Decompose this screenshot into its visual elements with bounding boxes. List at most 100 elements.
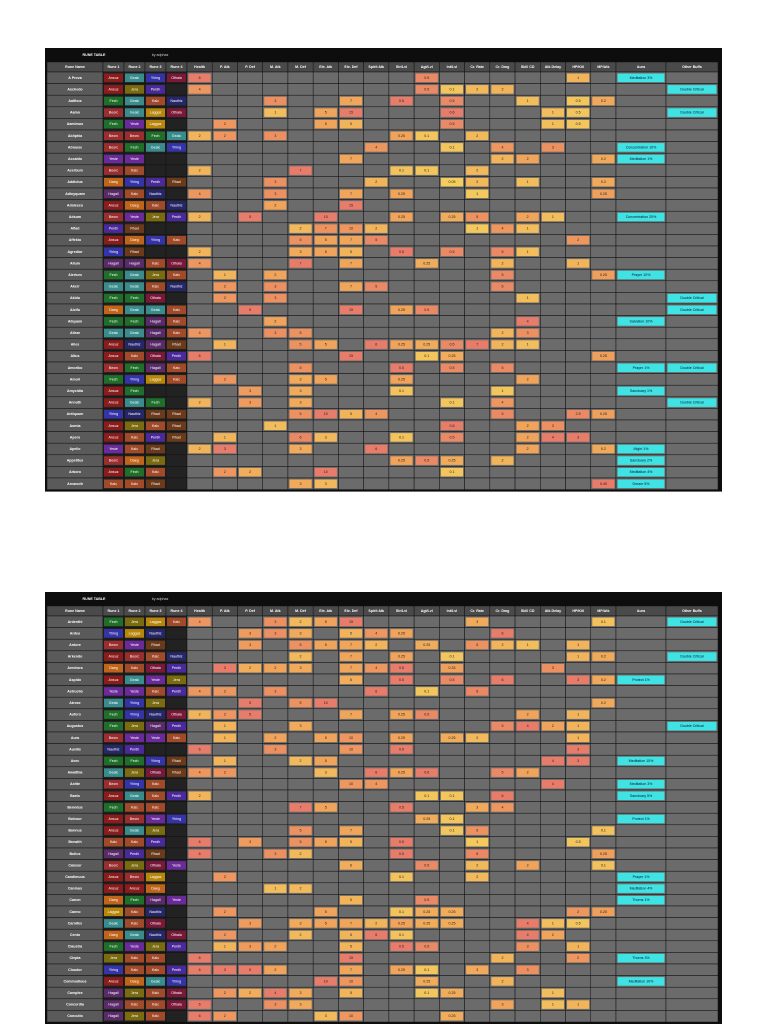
cell (489, 743, 516, 756)
rune-name: Aschedo (67, 87, 83, 91)
stat-cell (390, 629, 413, 638)
cell (590, 754, 617, 768)
rune: Rhad (151, 447, 160, 451)
stat-value: 6 (199, 354, 201, 358)
rune: Laggaz (150, 620, 162, 624)
rune-chip (146, 119, 165, 129)
rune: Ansuz (109, 354, 119, 358)
cell (590, 222, 617, 235)
rune-chip (125, 733, 144, 743)
stat-value: 6 (199, 968, 201, 972)
rune: Fech (131, 145, 139, 149)
stat-value: 0.25 (448, 1014, 455, 1018)
stat-cell (314, 467, 337, 477)
cell (186, 454, 213, 467)
rune: Perdh (130, 852, 140, 856)
stat-cell (238, 988, 262, 998)
stat-cell (415, 456, 438, 465)
cell (565, 801, 592, 814)
rune-chip (104, 675, 123, 685)
rune-chip (167, 409, 186, 419)
stat-cell (390, 872, 413, 882)
cell (665, 280, 719, 293)
cell (287, 118, 314, 131)
stat-cell (440, 351, 464, 361)
rune-chip (167, 663, 186, 673)
rune: Hagall (150, 319, 160, 323)
stat-value: 2 (501, 87, 503, 91)
cell (514, 789, 541, 802)
cell (590, 870, 617, 884)
cell (388, 466, 415, 479)
cell (565, 187, 592, 200)
stat-cell (264, 965, 287, 975)
cell (590, 801, 617, 814)
cell (464, 1010, 491, 1023)
cell (165, 118, 188, 131)
cell (262, 83, 289, 96)
rune: Ansuz (109, 678, 119, 682)
rune-chip (125, 779, 144, 789)
stat-cell (213, 965, 236, 975)
stat-value: 2 (476, 180, 478, 184)
stat-value: 3 (527, 968, 529, 972)
cell (237, 650, 263, 663)
other-buff: Double Critical (680, 308, 704, 312)
rune: Kalc (152, 794, 159, 798)
stat-value: 7 (350, 655, 352, 659)
stat-value: 0.1 (449, 794, 454, 798)
rune: Daeg (109, 308, 118, 312)
cell (413, 778, 440, 791)
stat-value: 0.5 (424, 863, 429, 867)
stat-cell (289, 849, 312, 859)
header-label: Str/Lvl (396, 609, 407, 613)
cell (540, 129, 566, 142)
cell (514, 754, 541, 768)
cell (615, 801, 667, 814)
cell (590, 315, 617, 328)
cell (338, 905, 364, 918)
cell (665, 245, 719, 258)
stat-cell (415, 259, 438, 268)
stat-value: 5 (501, 273, 503, 277)
stat-cell (592, 189, 615, 199)
cell (464, 905, 491, 918)
cell (388, 315, 415, 328)
rune-name: Axitte (70, 782, 80, 786)
rune-chip (104, 884, 123, 893)
stat-cell (516, 224, 539, 233)
header-label: Cr. Dmg (496, 609, 510, 613)
stat-value: 2 (224, 122, 226, 126)
rune: Kalc (173, 377, 180, 381)
cell (665, 129, 719, 142)
stat-value: 0.6 (449, 424, 454, 428)
header-label: Cr. Rate (470, 609, 484, 613)
aura-cell (617, 884, 665, 893)
cell (388, 396, 415, 409)
rune-chip (104, 768, 123, 777)
rune-chip (125, 884, 144, 893)
rune-chip (104, 837, 123, 847)
stat-cell (491, 398, 514, 407)
stat-value: 0.25 (448, 459, 455, 463)
rune-chip (146, 698, 165, 708)
cell (237, 894, 263, 907)
cell (287, 141, 314, 154)
stat-cell (567, 733, 590, 743)
cell (186, 152, 213, 166)
stat-value: 5 (350, 412, 352, 416)
cell (590, 454, 617, 467)
rune-chip (104, 212, 123, 222)
rune: Daeg (130, 459, 139, 463)
stat-cell (592, 479, 615, 489)
stat-value: 2 (501, 643, 503, 647)
rune: Othala (171, 933, 182, 937)
stat-cell (440, 421, 464, 431)
rune-chip (104, 803, 123, 812)
stat-value: 7 (350, 921, 352, 925)
stat-value: 3 (274, 180, 276, 184)
rune-chip (104, 270, 123, 280)
rune: Othala (171, 991, 182, 995)
cell (615, 859, 667, 872)
stat-value: 4 (501, 227, 503, 231)
